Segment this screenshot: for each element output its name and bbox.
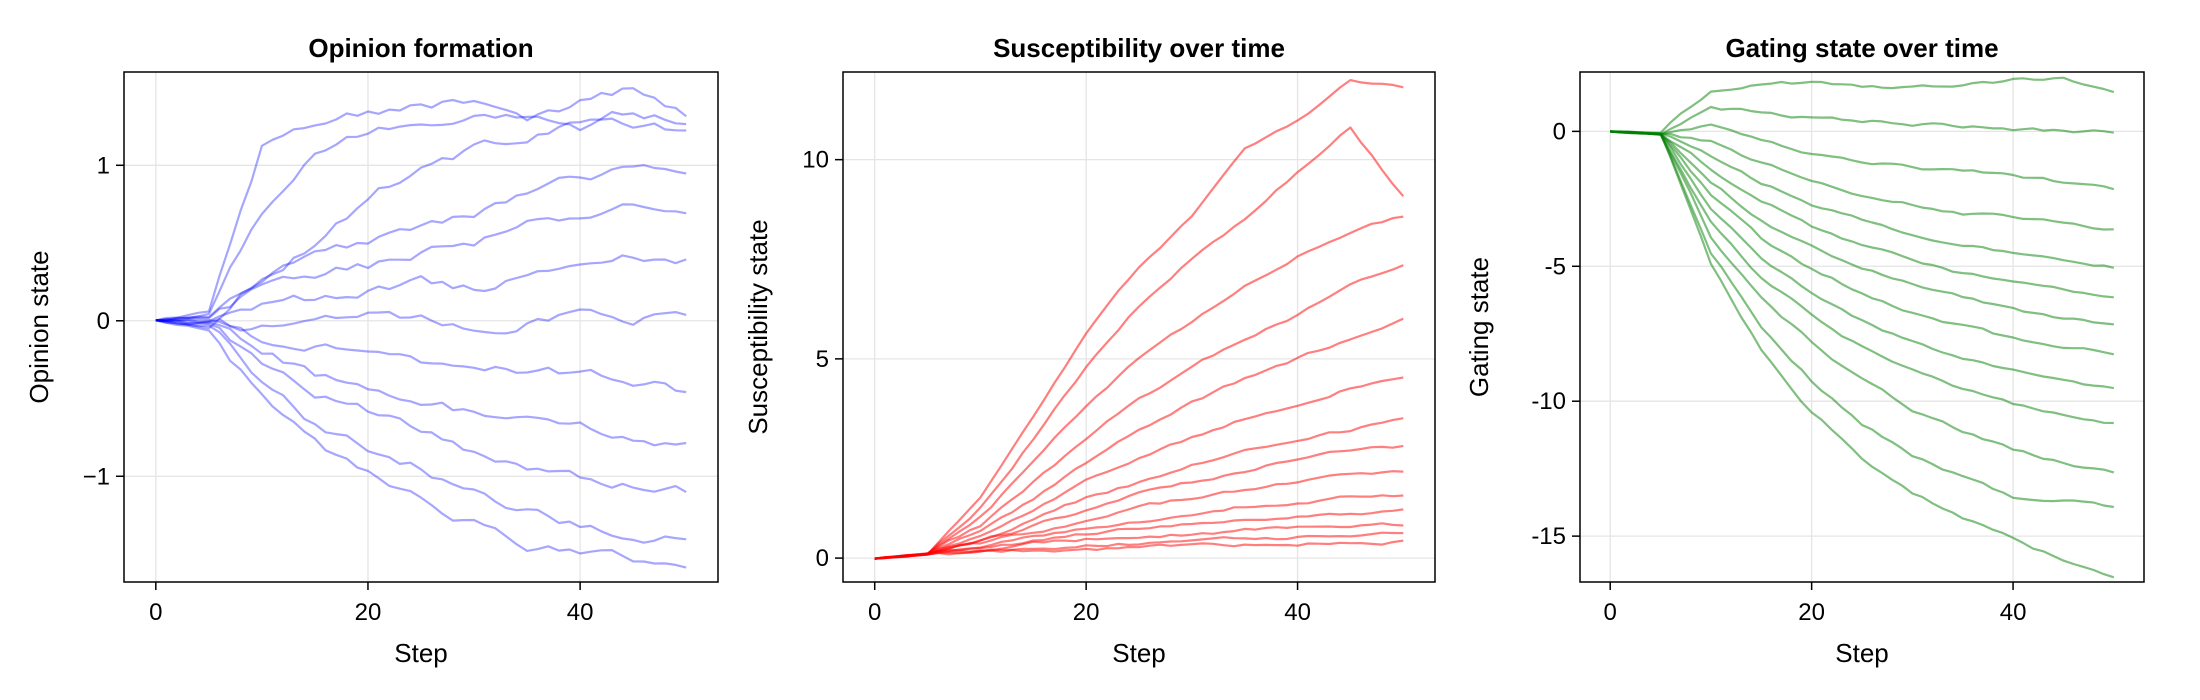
susceptibility-panel: 0 20 40 0 5 10 Susceptibility over time Step Sus… (743, 33, 1436, 668)
series-line (874, 376, 1404, 560)
series-line (155, 308, 687, 335)
x-tick-label: 20 (1073, 599, 1100, 626)
chart-title: Susceptibility over time (993, 33, 1285, 63)
y-tick-label: 5 (816, 346, 829, 373)
series-line (874, 264, 1404, 560)
series-line (1610, 130, 2114, 509)
series-line (874, 317, 1404, 560)
y-tick-label: 1 (97, 152, 110, 179)
series-group (1610, 76, 2115, 579)
gating-state-panel: 0 20 40 0 -5 -10 -15 Gating state over time Step… (1464, 33, 2145, 668)
y-tick-label: -15 (1531, 523, 1566, 550)
x-tick-label: 20 (1798, 599, 1825, 626)
chart-title: Opinion formation (308, 33, 533, 63)
series-line (1610, 130, 2115, 356)
y-tick-label: 0 (816, 545, 829, 572)
series-line (1610, 130, 2115, 579)
y-tick-label: −1 (83, 463, 110, 490)
series-line (1610, 130, 2114, 326)
x-tick-label: 40 (567, 599, 594, 626)
y-tick-label: 0 (1553, 118, 1566, 145)
series-line (1610, 76, 2115, 134)
series-line (874, 508, 1404, 560)
series-line (155, 319, 687, 569)
x-axis-label: Step (1835, 638, 1889, 668)
series-line (1610, 130, 2115, 269)
y-axis-label: Gating state (1464, 257, 1494, 397)
series-line (1610, 105, 2114, 136)
x-tick-label: 20 (355, 599, 382, 626)
series-line (155, 87, 687, 322)
y-tick-label: -5 (1545, 253, 1566, 280)
series-group (155, 87, 687, 569)
series-line (155, 110, 687, 322)
plot-frame (123, 71, 719, 583)
y-axis-label: Opinion state (24, 250, 54, 403)
series-line (874, 522, 1404, 560)
series-line (155, 164, 687, 323)
series-line (874, 215, 1404, 560)
series-line (874, 470, 1404, 560)
series-line (1610, 130, 2114, 390)
series-line (155, 318, 687, 394)
x-axis-label: Step (394, 638, 448, 668)
opinion-formation-panel: 0 20 40 −1 0 1 Opinion formation Step Opinion st… (24, 33, 719, 668)
series-line (155, 117, 687, 330)
series-line (155, 254, 687, 324)
x-tick-label: 40 (2000, 599, 2027, 626)
plot-frame (842, 71, 1436, 583)
series-line (1610, 130, 2114, 231)
x-tick-label: 40 (1284, 599, 1311, 626)
chart-title: Gating state over time (1725, 33, 1998, 63)
series-line (874, 126, 1405, 560)
series-line (155, 319, 687, 544)
series-line (1610, 130, 2115, 474)
y-tick-label: 0 (97, 308, 110, 335)
series-line (155, 318, 687, 494)
y-tick-label: -10 (1531, 388, 1566, 415)
series-line (1610, 123, 2115, 191)
series-line (874, 539, 1404, 560)
x-tick-label: 0 (1604, 599, 1617, 626)
y-axis-label: Susceptibility state (743, 219, 773, 434)
y-tick-label: 10 (802, 147, 829, 174)
x-tick-label: 0 (149, 599, 162, 626)
series-line (874, 79, 1404, 560)
series-line (155, 203, 687, 322)
series-line (1610, 130, 2114, 299)
series-group (874, 79, 1405, 560)
series-line (1610, 130, 2114, 425)
x-tick-label: 0 (868, 599, 881, 626)
x-axis-label: Step (1112, 638, 1166, 668)
series-line (155, 318, 687, 447)
plot-frame (1579, 71, 2145, 583)
